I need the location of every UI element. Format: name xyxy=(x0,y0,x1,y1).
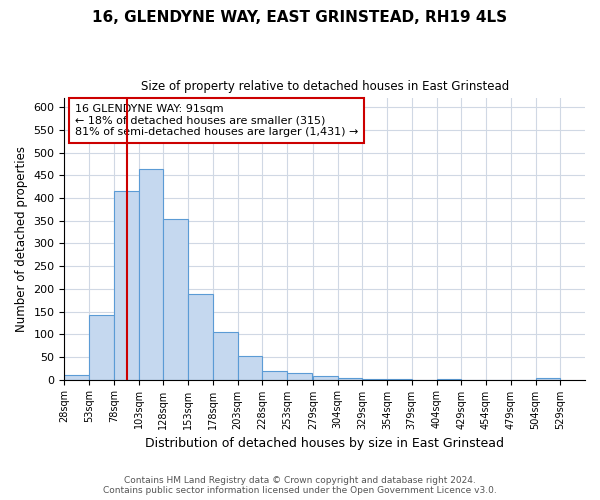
Text: Contains HM Land Registry data © Crown copyright and database right 2024.
Contai: Contains HM Land Registry data © Crown c… xyxy=(103,476,497,495)
X-axis label: Distribution of detached houses by size in East Grinstead: Distribution of detached houses by size … xyxy=(145,437,504,450)
Bar xyxy=(238,356,262,380)
Bar xyxy=(338,378,362,380)
Bar xyxy=(163,218,188,380)
Bar xyxy=(139,168,163,380)
Bar xyxy=(536,378,560,380)
Text: 16 GLENDYNE WAY: 91sqm
← 18% of detached houses are smaller (315)
81% of semi-de: 16 GLENDYNE WAY: 91sqm ← 18% of detached… xyxy=(75,104,358,137)
Bar xyxy=(64,375,89,380)
Bar xyxy=(213,332,238,380)
Bar xyxy=(287,373,312,380)
Bar xyxy=(114,192,139,380)
Title: Size of property relative to detached houses in East Grinstead: Size of property relative to detached ho… xyxy=(140,80,509,93)
Bar xyxy=(313,376,338,380)
Text: 16, GLENDYNE WAY, EAST GRINSTEAD, RH19 4LS: 16, GLENDYNE WAY, EAST GRINSTEAD, RH19 4… xyxy=(92,10,508,25)
Y-axis label: Number of detached properties: Number of detached properties xyxy=(15,146,28,332)
Bar xyxy=(89,314,114,380)
Bar xyxy=(262,372,287,380)
Bar xyxy=(188,294,213,380)
